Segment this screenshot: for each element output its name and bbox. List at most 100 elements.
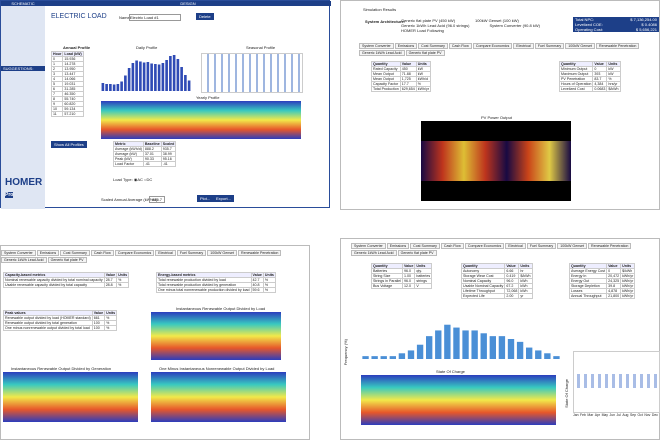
- bar: [371, 356, 378, 359]
- peak-table: Peak values Value Units Renewable output di…: [3, 310, 118, 331]
- results-panel: Simulation Results System Architecture: …: [340, 0, 660, 210]
- arch-item: Generic flat plate PV (450 kW): [401, 18, 456, 23]
- tab[interactable]: Cost Summary: [418, 43, 448, 49]
- tab[interactable]: Emissions: [36, 250, 60, 256]
- cell: Total Production: [371, 86, 401, 92]
- table-row: Total renewable production divided by ge…: [156, 282, 276, 288]
- cell: 0.0683: [592, 86, 608, 92]
- tab[interactable]: 100kW Genset: [207, 250, 238, 256]
- tab[interactable]: Fuel Summary: [176, 250, 207, 256]
- cell: 629,654: [399, 86, 417, 92]
- table: Hour Load (kW) 0 15.936 1 14.278 2 13.950 3 13.44…: [50, 51, 84, 117]
- tab[interactable]: System Converter: [351, 243, 386, 249]
- table-row: Load Factor .41.41: [113, 161, 177, 167]
- cell: kWh/yr: [620, 283, 636, 289]
- yearly-title: Yearly Profile: [196, 95, 220, 100]
- cell: 21,800: [606, 293, 622, 299]
- bar: [142, 62, 146, 91]
- tab[interactable]: System Converter: [359, 43, 394, 49]
- tab[interactable]: Emissions: [394, 43, 418, 49]
- table-row: Hours of Operation 4,384 hrs/yr: [558, 81, 621, 87]
- tab[interactable]: Cash Flow: [448, 43, 472, 49]
- cell: $/kWh: [518, 273, 533, 279]
- cost-cell: $ 7,136,254.00: [630, 17, 657, 22]
- table-row: Total renewable production divided by lo…: [156, 277, 276, 283]
- name-input[interactable]: Electric Load #1: [129, 14, 181, 21]
- bar: [380, 356, 387, 359]
- plot-button[interactable]: Plot...: [197, 195, 214, 202]
- tab[interactable]: Electrical: [505, 243, 526, 249]
- tab[interactable]: Fuel Summary: [526, 243, 557, 249]
- freq-label: Frequency (%): [343, 339, 348, 366]
- show-all-button[interactable]: Show All Profiles: [51, 141, 87, 148]
- tab[interactable]: Compare Economics: [464, 243, 505, 249]
- bar: [398, 353, 406, 359]
- cell: Usable renewable capacity divided by tot…: [3, 282, 105, 288]
- tab[interactable]: Renewable Penetration: [596, 43, 640, 49]
- tab[interactable]: Generic 1kWh Lead Acid: [351, 250, 397, 256]
- cell: kWh/yr: [620, 288, 636, 294]
- tab[interactable]: Generic 1kWh Lead Acid: [359, 50, 405, 56]
- tab[interactable]: Electrical: [155, 250, 176, 256]
- cell: One minus total nonrenewable production …: [156, 287, 252, 293]
- soc-title: State Of Charge: [436, 369, 465, 374]
- bar: [120, 81, 123, 91]
- cell: Capacity Factor: [371, 81, 401, 87]
- tab[interactable]: Renewable Penetration: [238, 250, 282, 256]
- tab[interactable]: Generic 1kWh Lead Acid: [1, 257, 47, 263]
- table-row: One minus nonrenewable output divided by…: [3, 325, 118, 331]
- export-button[interactable]: Export...: [213, 195, 234, 202]
- header-cell: Load (kW): [62, 51, 84, 57]
- tab[interactable]: Electrical: [513, 43, 534, 49]
- tab[interactable]: Renewable Penetration: [588, 243, 632, 249]
- dc-option[interactable]: DC: [146, 177, 153, 182]
- month-label: Feb: [580, 413, 586, 417]
- name-label: Name:: [119, 15, 131, 20]
- month-label: Jun: [609, 413, 615, 417]
- cell: 57.210: [62, 111, 84, 117]
- bar: [150, 63, 153, 91]
- tab[interactable]: System Converter: [1, 250, 36, 256]
- tab[interactable]: Cash Flow: [90, 250, 114, 256]
- arch-item: HOMER Load Following: [401, 28, 444, 33]
- bar: [416, 344, 424, 359]
- table-row: Peak (kW) 90.33 95.16: [113, 156, 177, 162]
- cell: Average Energy Cost: [568, 268, 608, 274]
- tab[interactable]: Emissions: [386, 243, 410, 249]
- cell: Hours of Operation: [558, 81, 594, 87]
- scaled-input[interactable]: 935.7: [149, 196, 166, 203]
- tab[interactable]: Generic flat plate PV: [397, 250, 437, 256]
- tab[interactable]: Generic flat plate PV: [47, 257, 87, 263]
- tab[interactable]: Cost Summary: [410, 243, 440, 249]
- tab[interactable]: Generic flat plate PV: [405, 50, 445, 56]
- cell: Average (kWh/d): [113, 146, 144, 152]
- bar: [109, 84, 112, 91]
- table: Quantity Value Units Average Energy Cost 0 $/…: [568, 263, 636, 299]
- tab[interactable]: Cash Flow: [440, 243, 464, 249]
- chart2-title: Instantaneous Renewable Output Divided b…: [11, 366, 112, 371]
- table-row: Usable renewable capacity divided by tot…: [3, 282, 130, 288]
- arch-item: Generic 1kWh Lead Acid (96.0 strings): [401, 23, 470, 28]
- tab[interactable]: Compare Economics: [114, 250, 155, 256]
- histogram: [362, 324, 560, 359]
- ac-option[interactable]: AC: [137, 177, 143, 182]
- month-label: Oct: [637, 413, 643, 417]
- annual-label: Annual Profile: [63, 45, 91, 50]
- tab[interactable]: Cost Summary: [60, 250, 90, 256]
- tab[interactable]: Fuel Summary: [534, 43, 565, 49]
- bar: [453, 327, 460, 359]
- tab[interactable]: Compare Economics: [472, 43, 513, 49]
- table-row: One minus total nonrenewable production …: [156, 287, 276, 293]
- yearly-heatmap: [101, 101, 301, 139]
- chart3-title: One Minus Instantaneous Nonrenewable Out…: [159, 366, 275, 371]
- delete-button[interactable]: Delete: [196, 13, 214, 20]
- tab[interactable]: 100kW Genset: [565, 43, 596, 49]
- cost-cell: Total NPC:: [575, 17, 595, 22]
- tab[interactable]: 100kW Genset: [557, 243, 588, 249]
- cell: kWh/yr: [620, 293, 636, 299]
- suggestions: SUGGESTIONS:: [1, 66, 45, 71]
- cell: batteries: [414, 273, 433, 279]
- cell: 72,068: [504, 288, 520, 294]
- month-label: Aug: [622, 413, 629, 417]
- month-axis: Jan Feb Mar Apr May Jun Jul Aug Sep Oct Nov Dec: [573, 413, 658, 417]
